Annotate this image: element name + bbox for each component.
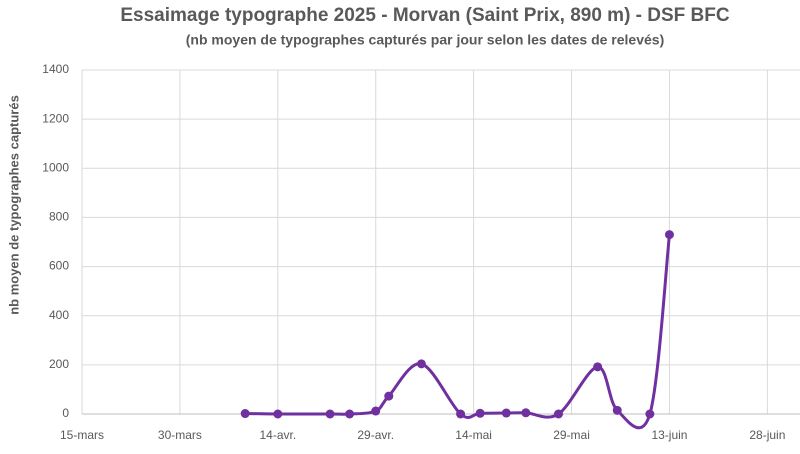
data-point — [521, 408, 531, 418]
y-tick-label: 0 — [62, 406, 69, 420]
y-tick-label: 200 — [49, 357, 69, 371]
data-point — [553, 409, 563, 419]
y-axis-label: nb moyen de typographes capturés — [6, 95, 21, 315]
data-point — [645, 409, 655, 419]
data-point — [475, 408, 485, 418]
data-point — [416, 359, 426, 369]
data-point — [664, 230, 674, 240]
y-tick-label: 1400 — [42, 62, 69, 76]
data-point — [384, 391, 394, 401]
y-tick-label: 800 — [49, 210, 69, 224]
x-tick-label: 29-avr. — [357, 428, 394, 442]
chart-subtitle: (nb moyen de typographes capturés par jo… — [186, 32, 664, 48]
x-tick-label: 14-mai — [455, 428, 492, 442]
data-point — [240, 409, 250, 419]
data-point — [501, 408, 511, 418]
data-point — [273, 409, 283, 419]
data-point — [593, 362, 603, 372]
data-point — [345, 409, 355, 419]
y-tick-label: 1000 — [42, 160, 69, 174]
data-point — [456, 409, 466, 419]
data-point — [325, 409, 335, 419]
chart-title: Essaimage typographe 2025 - Morvan (Sain… — [120, 5, 730, 26]
x-tick-label: 30-mars — [158, 428, 202, 442]
x-tick-label: 29-mai — [553, 428, 590, 442]
x-tick-label: 28-juin — [749, 428, 785, 442]
x-tick-label: 14-avr. — [259, 428, 296, 442]
y-tick-label: 400 — [49, 308, 69, 322]
x-tick-label: 15-mars — [60, 428, 104, 442]
data-point — [371, 406, 381, 416]
data-line — [245, 234, 671, 430]
x-tick-label: 13-juin — [651, 428, 687, 442]
y-tick-label: 600 — [49, 259, 69, 273]
y-tick-label: 1200 — [42, 111, 69, 125]
data-point — [612, 405, 622, 415]
